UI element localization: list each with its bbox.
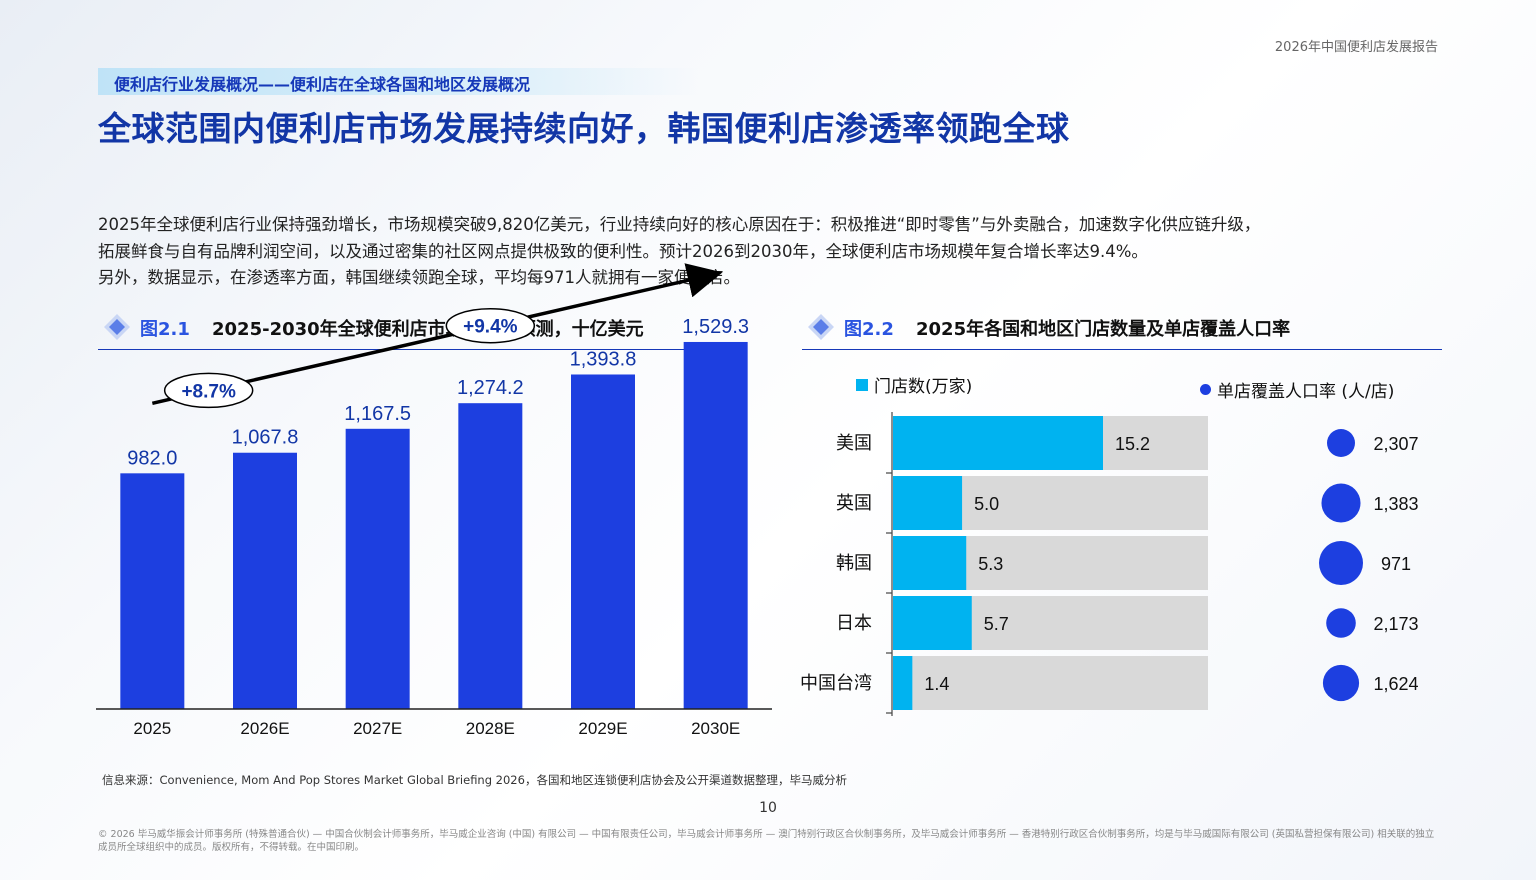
store-value-label: 5.7 xyxy=(984,614,1009,634)
bar-value-label: 1,274.2 xyxy=(457,377,524,399)
coverage-value-label: 2,173 xyxy=(1373,614,1418,634)
background-bar xyxy=(893,476,1208,530)
figure-2-number: 图2.2 xyxy=(844,319,894,340)
legend-stores-label: 门店数(万家) xyxy=(874,377,973,397)
x-tick-label: 2027E xyxy=(353,719,402,738)
figure-1-header: 图2.1 2025-2030年全球便利店市场规模及预测，十亿美元 xyxy=(98,312,738,350)
diamond-icon xyxy=(808,314,834,340)
bar-value-label: 1,167.5 xyxy=(344,403,411,425)
coverage-value-label: 971 xyxy=(1381,554,1411,574)
copyright-notice: © 2026 毕马威华振会计师事务所 (特殊普通合伙) — 中国合伙制会计师事务… xyxy=(98,829,1435,853)
bar-2026E xyxy=(233,452,297,709)
legend-swatch-dot xyxy=(1200,384,1211,395)
y-tick-label: 日本 xyxy=(836,613,872,633)
bar-value-label: 1,393.8 xyxy=(570,348,637,370)
legend-stores: 门店数(万家) xyxy=(856,372,972,397)
body-text: 2025年全球便利店行业保持强劲增长，市场规模突破9,820亿美元，行业持续向好… xyxy=(98,212,1458,292)
figure-1-number: 图2.1 xyxy=(140,319,190,340)
x-tick-label: 2025 xyxy=(133,719,171,738)
legend-coverage-label: 单店覆盖人口率 (人/店) xyxy=(1217,382,1395,402)
dot-chart-coverage: 2,307 1,383 971 2,173 1,624 xyxy=(1319,429,1419,702)
store-bar-美国 xyxy=(893,416,1103,470)
x-tick-label: 2026E xyxy=(240,719,289,738)
coverage-value-label: 1,383 xyxy=(1373,494,1418,514)
bar-value-label: 1,067.8 xyxy=(232,427,299,449)
x-tick-label: 2030E xyxy=(691,719,740,738)
x-tick-label: 2028E xyxy=(466,719,515,738)
y-tick-label: 中国台湾 xyxy=(800,673,872,693)
store-value-label: 5.0 xyxy=(974,494,999,514)
coverage-value-label: 2,307 xyxy=(1373,434,1418,454)
y-tick-label: 美国 xyxy=(836,433,872,453)
store-bar-韩国 xyxy=(893,536,967,590)
legend-coverage: 单店覆盖人口率 (人/店) xyxy=(1200,377,1394,402)
bar-2029E xyxy=(571,374,635,709)
page-headline: 全球范围内便利店市场发展持续向好，韩国便利店渗透率领跑全球 xyxy=(98,109,1070,148)
legend-swatch-square xyxy=(856,378,868,391)
paragraph-line-2: 拓展鲜食与自有品牌利润空间，以及通过密集的社区网点提供极致的便利性。预计2026… xyxy=(98,241,1148,261)
growth-badge-1-label: +8.7% xyxy=(181,381,236,402)
paragraph-line-3: 另外，数据显示，在渗透率方面，韩国继续领跑全球，平均每971人就拥有一家便利店。 xyxy=(98,268,740,287)
store-value-label: 5.3 xyxy=(978,554,1003,574)
coverage-value-label: 1,624 xyxy=(1373,674,1418,694)
coverage-dot-韩国 xyxy=(1319,541,1363,585)
coverage-dot-英国 xyxy=(1321,483,1361,523)
background-bar xyxy=(893,596,1208,650)
paragraph-line-1: 2025年全球便利店行业保持强劲增长，市场规模突破9,820亿美元，行业持续向好… xyxy=(98,215,1261,234)
figure-2-title: 2025年各国和地区门店数量及单店覆盖人口率 xyxy=(916,319,1291,340)
store-value-label: 15.2 xyxy=(1115,434,1150,454)
store-bar-英国 xyxy=(893,476,963,530)
diamond-icon xyxy=(104,314,130,340)
bar-2027E xyxy=(345,428,410,709)
hbar-chart-store-count: 15.2 美国 5.0 英国 5.3 韩国 5.7 日本 1.4 中国台湾 xyxy=(800,412,1208,716)
store-value-label: 1.4 xyxy=(924,674,949,694)
x-tick-label: 2029E xyxy=(578,719,627,738)
coverage-dot-美国 xyxy=(1327,429,1355,457)
coverage-dot-中国台湾 xyxy=(1322,664,1360,702)
bar-2030E xyxy=(683,341,748,709)
y-tick-label: 英国 xyxy=(836,493,872,513)
coverage-dot-日本 xyxy=(1326,608,1356,638)
section-label: 便利店行业发展概况——便利店在全球各国和地区发展概况 xyxy=(98,68,698,95)
background-bar xyxy=(893,656,1208,710)
bar-2028E xyxy=(458,403,523,709)
page-number: 10 xyxy=(759,800,777,816)
bar-value-label: 982.0 xyxy=(127,447,177,469)
figure-1-title: 2025-2030年全球便利店市场规模及预测，十亿美元 xyxy=(212,319,644,340)
y-tick-label: 韩国 xyxy=(836,553,872,573)
background-bar xyxy=(893,416,1208,470)
store-bar-中国台湾 xyxy=(893,656,913,710)
bar-2025 xyxy=(120,473,185,709)
growth-badge-1 xyxy=(163,372,254,409)
figure-2-header: 图2.2 2025年各国和地区门店数量及单店覆盖人口率 xyxy=(802,312,1442,350)
store-bar-日本 xyxy=(893,596,972,650)
source-note: 信息来源：Convenience, Mom And Pop Stores Mar… xyxy=(102,773,847,787)
background-bar xyxy=(893,536,1208,590)
report-title: 2026年中国便利店发展报告 xyxy=(1274,40,1438,55)
